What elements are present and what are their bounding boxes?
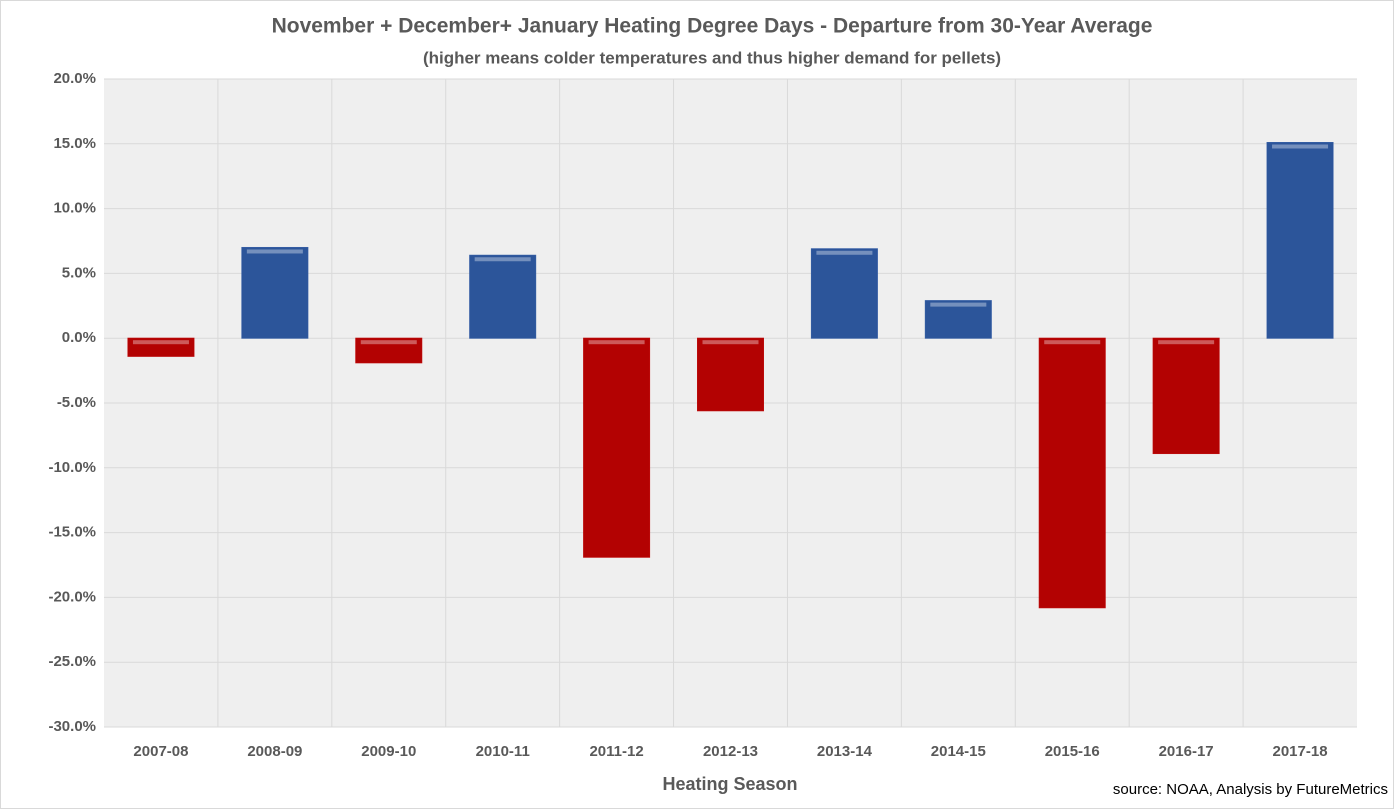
y-tick-label: 15.0% [53,135,96,152]
bar-highlight [930,302,987,307]
bar [241,246,309,339]
x-tick-label: 2016-17 [1159,743,1214,760]
bar-highlight [816,250,873,255]
y-tick-label: -25.0% [48,653,96,670]
x-tick-label: 2010-11 [476,743,530,760]
bar-highlight [132,340,189,345]
bar [355,337,423,364]
x-axis-title: Heating Season [662,774,797,794]
y-tick-label: 5.0% [62,264,96,281]
x-tick-label: 2017-18 [1273,743,1328,760]
bar [810,248,878,339]
x-tick-label: 2009-10 [361,743,416,760]
bar-highlight [1158,340,1215,345]
chart-subtitle: (higher means colder temperatures and th… [423,48,1001,67]
bar [583,337,651,558]
x-tick-label: 2011-12 [589,743,643,760]
bar [924,300,992,339]
bar-highlight [1272,144,1329,149]
x-tick-label: 2014-15 [931,743,986,760]
chart-title: November + December+ January Heating Deg… [272,15,1153,38]
y-tick-label: -10.0% [48,459,96,476]
x-tick-label: 2007-08 [133,743,188,760]
y-tick-label: -30.0% [48,718,96,735]
x-tick-label: 2012-13 [703,743,758,760]
x-tick-label: 2008-09 [247,743,302,760]
bar-highlight [1044,340,1101,345]
y-tick-label: -20.0% [48,588,96,605]
y-tick-label: -5.0% [57,394,96,411]
bar [127,337,195,357]
bar [469,254,537,339]
y-tick-label: 10.0% [53,200,96,217]
source-note: source: NOAA, Analysis by FutureMetrics [1113,781,1388,798]
bar-highlight [474,257,531,262]
bar-highlight [702,340,759,345]
x-tick-label: 2015-16 [1045,743,1100,760]
y-tick-label: 0.0% [62,329,96,346]
bar-highlight [360,340,417,345]
bar-highlight [246,249,303,254]
bar-highlight [588,340,645,345]
bar [1152,337,1220,455]
x-tick-label: 2013-14 [817,743,873,760]
y-tick-label: 20.0% [53,70,96,87]
y-tick-label: -15.0% [48,524,96,541]
bar [697,337,764,412]
bar [1038,337,1106,609]
bar [1266,142,1334,339]
